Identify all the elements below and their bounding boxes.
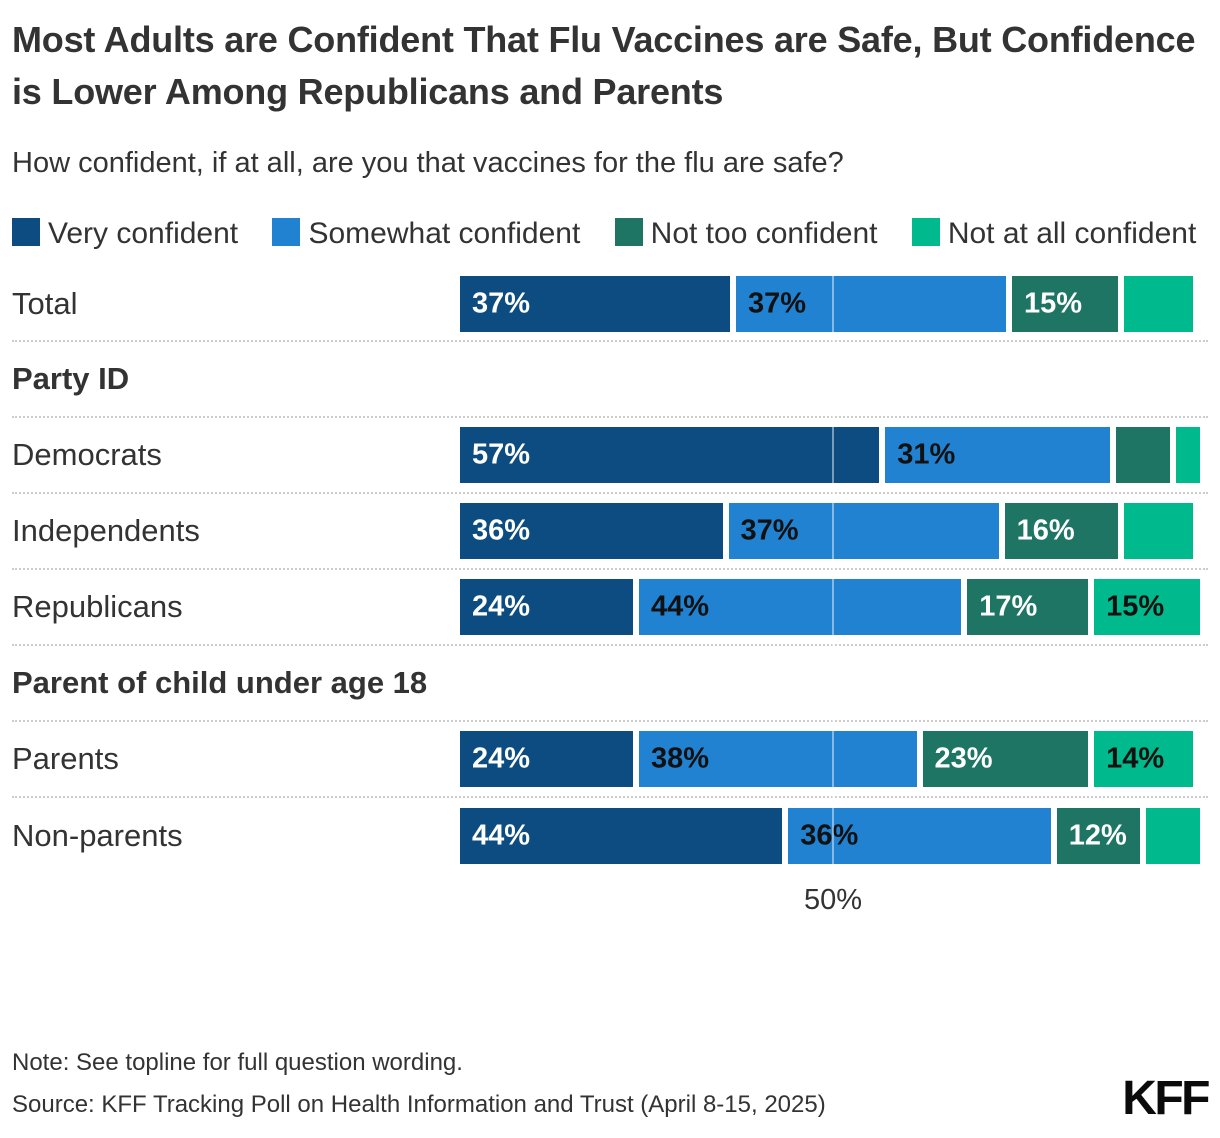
bar-segment-label: 36%	[800, 819, 859, 852]
bar-segment-label: 38%	[651, 742, 710, 775]
bar-segment-somewhat-confident: 38%	[639, 731, 917, 787]
legend-label: Not at all confident	[947, 217, 1197, 250]
bar-segment-somewhat-confident: 36%	[788, 808, 1051, 864]
bar-segment-somewhat-confident: 31%	[885, 427, 1111, 483]
bar-segment-not-too-confident: 23%	[922, 731, 1089, 787]
source-text: Source: KFF Tracking Poll on Health Info…	[12, 1091, 826, 1118]
bar-segment-very-confident: 57%	[460, 427, 880, 483]
row-label: Independents	[12, 513, 200, 548]
bar-segment-very-confident: 37%	[460, 276, 731, 332]
bar-segment-very-confident: 44%	[460, 808, 783, 864]
row-label: Republicans	[12, 589, 183, 624]
legend-swatch-icon	[12, 218, 40, 246]
bar-segment-label: 15%	[1024, 287, 1083, 320]
bar-segment-label: 24%	[472, 590, 531, 623]
bar-segment-label: 31%	[897, 438, 956, 471]
chart-row-independents: Independents 36% 37% 16%	[12, 494, 1208, 570]
bar-segment-label: 44%	[472, 819, 531, 852]
bar-segment-label: 37%	[740, 514, 799, 547]
chart-row-democrats: Democrats 57% 31%	[12, 418, 1208, 494]
legend-label: Very confident	[48, 217, 239, 250]
bar-segment-label: 14%	[1106, 742, 1165, 775]
bar-segment-not-at-all-confident	[1146, 808, 1200, 864]
bar-segment-not-at-all-confident: 15%	[1094, 579, 1200, 635]
bar-segment-not-too-confident: 15%	[1012, 276, 1118, 332]
kff-logo: KFF	[1122, 1072, 1210, 1125]
bar-segment-label: 23%	[934, 742, 993, 775]
legend-swatch-icon	[911, 218, 940, 246]
legend-label: Somewhat confident	[308, 217, 581, 250]
row-label: Parents	[12, 741, 119, 776]
bar-segment-not-too-confident: 12%	[1056, 808, 1141, 864]
bar-segment-not-at-all-confident	[1123, 503, 1193, 559]
bar-segment-not-too-confident: 17%	[967, 579, 1089, 635]
legend-item: Not too confident	[614, 217, 878, 250]
bar-segment-label: 57%	[472, 438, 531, 471]
legend-label: Not too confident	[650, 217, 878, 250]
bar-segment-label: 15%	[1106, 590, 1165, 623]
bar-segment-label: 12%	[1068, 819, 1127, 852]
bar-segment-not-too-confident	[1116, 427, 1171, 483]
bar-segment-very-confident: 24%	[460, 579, 634, 635]
axis-tick-50: 50%	[803, 884, 863, 916]
chart-title: Most Adults are Confident That Flu Vacci…	[12, 19, 1196, 112]
bar-segment-not-at-all-confident: 14%	[1094, 731, 1193, 787]
legend-swatch-icon	[614, 218, 643, 246]
bar-segment-somewhat-confident: 44%	[639, 579, 962, 635]
legend-item: Somewhat confident	[272, 217, 580, 250]
legend-swatch-icon	[272, 218, 301, 246]
bar-segment-somewhat-confident: 37%	[728, 503, 999, 559]
bar-segment-not-at-all-confident	[1176, 427, 1200, 483]
chart-subtitle: How confident, if at all, are you that v…	[12, 147, 844, 179]
row-label: Non-parents	[12, 818, 183, 853]
bar-segment-label: 24%	[472, 742, 531, 775]
legend-item: Very confident	[12, 217, 238, 250]
bar-segment-label: 16%	[1016, 514, 1075, 547]
bar-segment-label: 37%	[748, 287, 807, 320]
gridline-50	[832, 268, 834, 874]
bar-segment-very-confident: 36%	[460, 503, 723, 559]
bar-segment-not-at-all-confident	[1123, 276, 1193, 332]
row-label: Total	[12, 286, 78, 321]
section-header: Parent of child under age 18	[12, 646, 1208, 722]
chart-row-republicans: Republicans 24% 44% 17% 15%	[12, 570, 1208, 646]
chart-row-total: Total 37% 37% 15%	[12, 268, 1208, 342]
legend-item: Not at all confident	[911, 217, 1197, 250]
chart: Total 37% 37% 15% Party ID Democrats 57% 31% Ind…	[12, 268, 1208, 874]
row-label: Democrats	[12, 437, 162, 472]
section-header: Party ID	[12, 342, 1208, 418]
chart-row-non-parents: Non-parents 44% 36% 12%	[12, 798, 1208, 874]
bar-segment-somewhat-confident: 37%	[736, 276, 1007, 332]
bar-segment-label: 17%	[979, 590, 1038, 623]
bar-segment-very-confident: 24%	[460, 731, 634, 787]
x-axis: 50%	[12, 874, 1208, 920]
legend: Very confident Somewhat confident Not to…	[12, 204, 1208, 264]
bar-segment-label: 37%	[472, 287, 531, 320]
bar-segment-label: 44%	[651, 590, 710, 623]
chart-row-parents: Parents 24% 38% 23% 14%	[12, 722, 1208, 798]
footer: Note: See topline for full question word…	[12, 1042, 1210, 1126]
note-text: Note: See topline for full question word…	[12, 1049, 463, 1076]
bar-segment-not-too-confident: 16%	[1004, 503, 1118, 559]
bar-segment-label: 36%	[472, 514, 531, 547]
